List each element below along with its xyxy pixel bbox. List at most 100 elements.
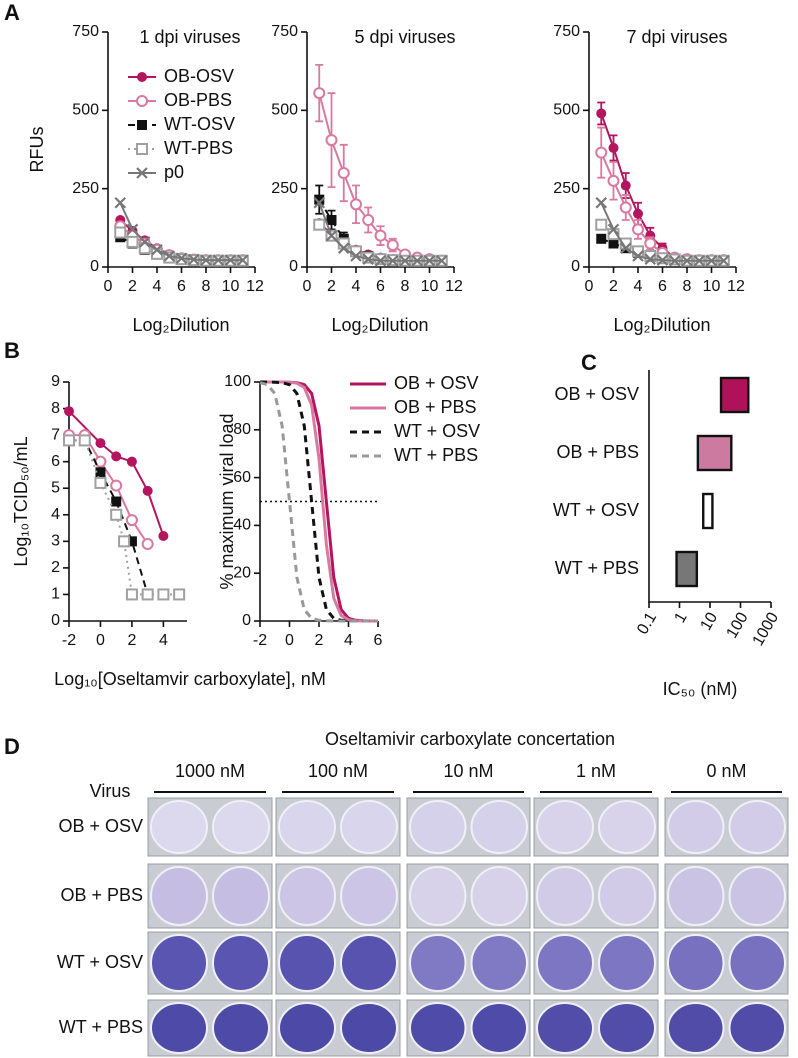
legend-label: OB-PBS bbox=[164, 90, 232, 110]
legend-label: p0 bbox=[164, 162, 184, 182]
plate-well bbox=[598, 934, 656, 992]
y-tick-label: 500 bbox=[553, 102, 580, 119]
row-label: OB + PBS bbox=[60, 885, 143, 905]
x-tick-label: 1 bbox=[671, 610, 690, 626]
marker bbox=[125, 588, 138, 601]
marker bbox=[644, 237, 657, 250]
marker bbox=[423, 254, 436, 267]
y-tick-label: 500 bbox=[72, 102, 99, 119]
x-tick-label: 2 bbox=[127, 632, 136, 649]
marker bbox=[142, 485, 153, 496]
plate-well bbox=[340, 800, 398, 854]
y-tick-label: 0 bbox=[90, 258, 99, 275]
marker bbox=[173, 588, 186, 601]
legend-label: OB + OSV bbox=[394, 373, 479, 393]
row-label: OB + OSV bbox=[58, 816, 143, 836]
marker bbox=[175, 252, 188, 265]
y-tick-label: 0 bbox=[571, 258, 580, 275]
y-tick-label: 500 bbox=[271, 102, 298, 119]
row-label: WT + PBS bbox=[59, 1017, 143, 1037]
series-line bbox=[69, 439, 180, 596]
plate-well bbox=[598, 866, 656, 926]
plate-well bbox=[598, 800, 656, 854]
panel-label: C bbox=[581, 350, 597, 375]
marker bbox=[111, 451, 122, 462]
plate-well bbox=[536, 934, 594, 992]
plate-well bbox=[728, 1002, 786, 1054]
marker bbox=[325, 229, 338, 242]
bar bbox=[702, 492, 714, 530]
marker bbox=[337, 242, 350, 254]
marker bbox=[644, 250, 657, 263]
bar bbox=[696, 434, 733, 472]
x-tick-label: 2 bbox=[128, 278, 137, 295]
bar bbox=[719, 376, 750, 414]
marker bbox=[362, 253, 375, 265]
column-label: 10 nM bbox=[443, 761, 493, 781]
y-tick-label: 3 bbox=[51, 533, 60, 550]
marker bbox=[95, 438, 106, 449]
y-tick-label: 0 bbox=[289, 258, 298, 275]
x-tick-label: 8 bbox=[202, 278, 211, 295]
plate-well bbox=[598, 1002, 656, 1054]
legend-marker bbox=[137, 120, 147, 130]
y-tick-label: 4 bbox=[51, 506, 60, 523]
marker bbox=[200, 254, 212, 266]
chart-title: 1 dpi viruses bbox=[139, 27, 240, 47]
y-tick-label: 7 bbox=[51, 426, 60, 443]
marker bbox=[668, 254, 681, 267]
x-axis-label: IC₅₀ (nM) bbox=[663, 679, 738, 699]
chart-title: 7 dpi viruses bbox=[626, 27, 727, 47]
plate-well bbox=[212, 800, 270, 854]
plate-well bbox=[150, 800, 208, 854]
marker bbox=[163, 250, 176, 262]
marker bbox=[374, 229, 387, 242]
plate-well bbox=[150, 1002, 208, 1054]
plate-well bbox=[667, 1002, 725, 1054]
x-tick-label: 10 bbox=[421, 278, 439, 295]
marker bbox=[607, 223, 620, 236]
y-tick-label: 20 bbox=[233, 564, 251, 581]
y-tick-label: 100 bbox=[224, 373, 251, 390]
marker bbox=[118, 535, 131, 548]
y-tick-label: 40 bbox=[233, 517, 251, 534]
plate-well bbox=[470, 1002, 528, 1054]
plate-well bbox=[470, 934, 528, 992]
legend-label: WT + PBS bbox=[394, 445, 478, 465]
marker bbox=[125, 514, 138, 527]
panel-label: D bbox=[4, 734, 20, 759]
column-label: 1 nM bbox=[576, 761, 616, 781]
row-label: WT + OSV bbox=[57, 952, 143, 972]
y-tick-label: 80 bbox=[233, 421, 251, 438]
x-tick-label: 12 bbox=[727, 278, 745, 295]
legend-label: OB-OSV bbox=[164, 66, 234, 86]
legend-label: OB + PBS bbox=[394, 397, 477, 417]
x-axis-label: Log₂Dilution bbox=[132, 315, 229, 335]
y-tick-label: 2 bbox=[51, 559, 60, 576]
x-tick-label: -2 bbox=[62, 632, 76, 649]
marker bbox=[141, 537, 154, 550]
x-tick-label: 6 bbox=[374, 632, 383, 649]
marker bbox=[78, 434, 91, 447]
x-axis-label: Log₂Dilution bbox=[331, 315, 428, 335]
x-tick-label: 0.1 bbox=[634, 610, 660, 638]
plate-well bbox=[212, 934, 270, 992]
y-tick-label: 250 bbox=[271, 180, 298, 197]
plate-well bbox=[278, 800, 336, 854]
plate-well bbox=[667, 866, 725, 926]
marker bbox=[158, 531, 169, 542]
x-tick-label: 2 bbox=[327, 278, 336, 295]
plate-well bbox=[536, 800, 594, 854]
marker bbox=[399, 254, 411, 267]
x-tick-label: 10 bbox=[703, 278, 721, 295]
column-label: 1000 nM bbox=[175, 761, 245, 781]
panel-label: B bbox=[4, 338, 20, 363]
marker bbox=[681, 254, 693, 267]
plate-well bbox=[278, 934, 336, 992]
marker bbox=[633, 208, 643, 219]
y-axis-label: % maximum viral load bbox=[217, 413, 237, 589]
marker bbox=[157, 588, 170, 601]
plate-well bbox=[728, 800, 786, 854]
x-tick-label: 0 bbox=[285, 632, 294, 649]
marker bbox=[313, 87, 326, 100]
